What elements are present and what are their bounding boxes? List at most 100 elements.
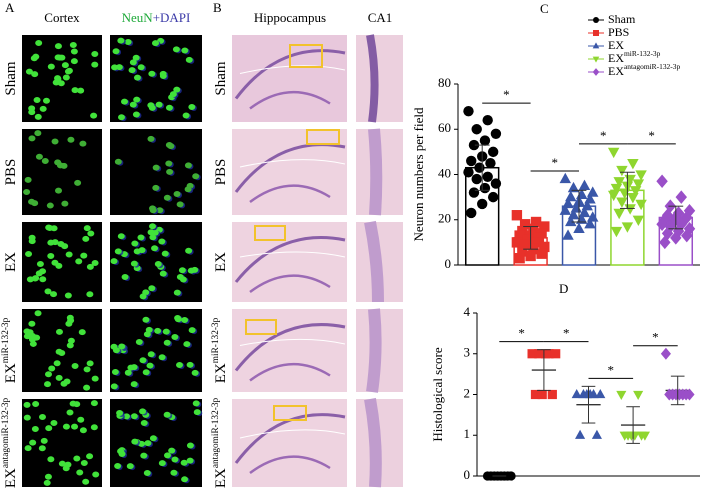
neuron-cell bbox=[148, 104, 156, 111]
neuron-cell bbox=[186, 361, 194, 368]
data-point bbox=[471, 173, 482, 185]
neuron-cell bbox=[116, 409, 124, 416]
neuron-cell bbox=[31, 426, 39, 433]
row-label: EX bbox=[3, 252, 19, 272]
neuron-cell bbox=[114, 248, 122, 255]
data-point bbox=[471, 124, 482, 135]
histology-image bbox=[232, 399, 347, 487]
legend-label-base: Sham bbox=[608, 12, 636, 26]
data-point bbox=[514, 253, 525, 264]
data-point bbox=[627, 159, 639, 170]
neuron-cell bbox=[139, 408, 147, 415]
neuron-cell bbox=[51, 138, 59, 145]
hippocampus-layer bbox=[249, 184, 331, 204]
data-point bbox=[490, 178, 502, 189]
neuron-cell bbox=[43, 479, 51, 486]
neuron-cell bbox=[60, 380, 68, 387]
neuron-cell bbox=[66, 409, 74, 416]
neuron-cell bbox=[32, 401, 40, 408]
significance-label: * bbox=[552, 155, 559, 170]
neuron-cell bbox=[82, 235, 90, 242]
y-tick-label: 3 bbox=[464, 345, 471, 360]
neuron-cell bbox=[23, 414, 31, 421]
ca1-layer bbox=[364, 220, 384, 303]
row-label: EXantagomiR-132-3p bbox=[1, 398, 19, 489]
neuron-cell bbox=[86, 291, 94, 298]
roi-box bbox=[245, 319, 277, 335]
ca1-layer bbox=[364, 397, 382, 488]
neuron-cell bbox=[36, 260, 44, 267]
neuron-cell bbox=[149, 234, 157, 241]
data-point bbox=[664, 388, 675, 401]
neuron-cell bbox=[143, 331, 151, 338]
error-bar bbox=[668, 205, 684, 230]
y-tick-label: 4 bbox=[464, 304, 471, 319]
data-point bbox=[567, 181, 580, 193]
data-point bbox=[479, 135, 491, 146]
neuron-cell bbox=[174, 316, 182, 323]
neuron-cell bbox=[65, 320, 73, 327]
neuron-cell bbox=[31, 71, 39, 78]
neuron-cell bbox=[50, 419, 58, 426]
data-point bbox=[466, 155, 477, 167]
neuron-cell bbox=[47, 253, 55, 260]
legend-label-base: EX bbox=[608, 64, 624, 78]
neuron-cell bbox=[65, 251, 73, 258]
neuron-cell bbox=[91, 375, 99, 382]
neuron-cell bbox=[71, 423, 79, 430]
neuron-cell bbox=[152, 184, 160, 191]
row-label: EXmiR-132-3p bbox=[1, 317, 19, 383]
data-point bbox=[613, 208, 625, 220]
neuron-cell bbox=[71, 363, 79, 370]
neuron-cell bbox=[55, 348, 63, 355]
hippocampus-layer bbox=[239, 251, 346, 258]
data-point bbox=[479, 182, 491, 194]
row-label-base: PBS bbox=[3, 159, 19, 186]
data-point bbox=[607, 147, 620, 159]
data-point bbox=[525, 250, 536, 262]
neuron-cell bbox=[50, 225, 58, 232]
neuron-cell bbox=[35, 153, 43, 160]
neuron-cell bbox=[159, 73, 167, 80]
data-point bbox=[613, 177, 625, 188]
neuron-cell bbox=[91, 260, 99, 267]
data-point bbox=[503, 471, 513, 481]
neuron-cell bbox=[158, 238, 166, 245]
neuron-cell bbox=[48, 365, 56, 372]
neuron-cell bbox=[173, 86, 181, 93]
neuron-cell bbox=[83, 225, 91, 232]
neuron-cell bbox=[76, 469, 84, 476]
neuron-cell bbox=[111, 368, 119, 375]
legend-label-base: EX bbox=[608, 38, 624, 52]
neuron-cell bbox=[55, 374, 63, 381]
micrograph bbox=[110, 129, 202, 215]
data-point bbox=[528, 223, 539, 234]
neuron-cell bbox=[38, 445, 46, 452]
neuron-cell bbox=[86, 360, 94, 367]
neuron-cell bbox=[46, 202, 54, 209]
neuron-cell bbox=[66, 314, 74, 321]
neuron-cell bbox=[30, 334, 38, 341]
data-point bbox=[573, 222, 585, 233]
neuron-cell bbox=[186, 457, 194, 464]
data-point bbox=[632, 179, 645, 190]
neuron-cell bbox=[79, 140, 87, 147]
micrograph bbox=[22, 35, 102, 122]
neuron-cell bbox=[151, 40, 159, 47]
error-bar bbox=[537, 349, 551, 391]
significance-label: * bbox=[518, 326, 525, 341]
row-label-base: EX bbox=[213, 252, 229, 272]
data-point bbox=[468, 187, 480, 198]
data-point bbox=[559, 204, 572, 215]
neuron-cell bbox=[44, 371, 52, 378]
data-point bbox=[575, 429, 586, 439]
y-tick-label: 40 bbox=[438, 165, 451, 180]
row-label-base: EX bbox=[213, 363, 229, 383]
neuron-cell bbox=[73, 401, 81, 408]
neuron-cell bbox=[129, 59, 137, 66]
neuron-cell bbox=[147, 351, 155, 358]
neuron-cell bbox=[176, 201, 184, 208]
neuron-cell bbox=[180, 459, 188, 466]
data-point bbox=[571, 388, 582, 399]
neuron-cell bbox=[169, 91, 177, 98]
